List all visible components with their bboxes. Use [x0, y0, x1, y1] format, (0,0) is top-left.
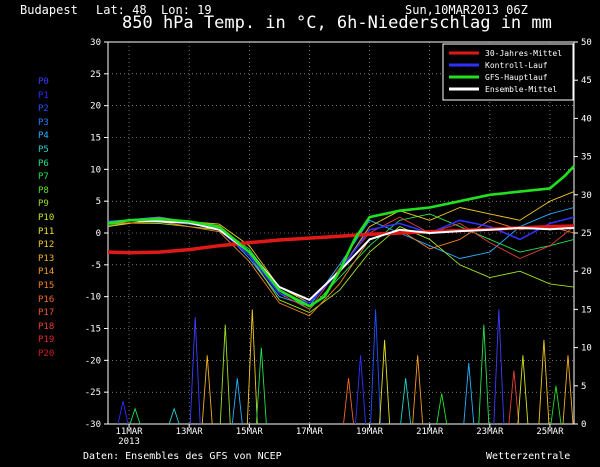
precip-spike	[538, 339, 550, 425]
member-label-p0: P0	[38, 77, 49, 87]
precip-spike	[508, 370, 520, 425]
precip-spike	[379, 339, 391, 425]
member-label-p2: P2	[38, 104, 49, 115]
member-label-p14: P14	[38, 267, 55, 278]
y-right-tick-label: 50	[581, 38, 592, 48]
precip-spike	[478, 324, 490, 425]
y-right-tick-label: 10	[581, 344, 592, 354]
y-left-tick-label: 20	[90, 102, 101, 112]
precip-spike	[562, 355, 574, 425]
precip-spike	[370, 309, 382, 425]
precip-spike	[246, 309, 258, 425]
y-right-tick-label: 45	[581, 76, 592, 86]
legend-label: 30-Jahres-Mittel	[485, 49, 562, 58]
member-label-p4: P4	[38, 131, 49, 142]
y-right-tick-label: 20	[581, 267, 592, 277]
precip-spike	[189, 317, 201, 425]
member-label-p5: P5	[38, 145, 49, 155]
y-left-tick-label: -15	[85, 325, 101, 335]
x-tick-label: 19MAR	[356, 427, 384, 437]
y-left-tick-label: 0	[96, 229, 101, 239]
x-tick-label: 17MAR	[296, 427, 324, 437]
y-right-tick-label: 0	[581, 420, 586, 430]
precip-spike	[463, 362, 475, 425]
precip-spike	[355, 355, 366, 425]
precip-spike	[412, 355, 424, 425]
member-label-p19: P19	[38, 335, 55, 346]
member-label-p6: P6	[38, 158, 49, 169]
member-label-p20: P20	[38, 349, 55, 359]
y-left-tick-label: -25	[85, 388, 101, 398]
x-tick-label: 23MAR	[476, 427, 504, 437]
series-line-p12	[107, 191, 575, 304]
y-left-tick-label: 25	[90, 70, 101, 80]
precip-spike	[255, 347, 267, 425]
x-tick-year-label: 2013	[118, 437, 140, 447]
series-line-gfs-hauptlauf	[107, 165, 575, 308]
location-name: Budapest	[20, 3, 78, 17]
y-right-tick-label: 40	[581, 114, 592, 124]
member-label-p9: P9	[38, 199, 49, 210]
precip-spike	[168, 407, 180, 425]
precip-spike	[517, 355, 529, 425]
y-left-tick-label: -30	[85, 420, 101, 430]
legend-label: Ensemble-Mittel	[485, 85, 557, 94]
member-label-p11: P11	[38, 226, 55, 237]
y-left-tick-label: 10	[90, 165, 101, 175]
precip-spike	[129, 407, 141, 425]
legend-label: Kontroll-Lauf	[485, 61, 548, 70]
y-right-tick-label: 15	[581, 305, 592, 315]
member-label-p12: P12	[38, 240, 55, 251]
x-tick-label: 13MAR	[176, 427, 204, 437]
y-left-tick-label: -10	[85, 293, 101, 303]
series-line-30-jahres-mittel	[107, 224, 575, 255]
x-tick-label: 15MAR	[236, 427, 264, 437]
precip-spike	[400, 378, 412, 425]
precip-spike	[493, 309, 505, 425]
y-left-tick-label: 15	[90, 134, 101, 144]
y-left-tick-label: -5	[90, 261, 101, 271]
member-label-p15: P15	[38, 281, 55, 291]
precip-spike	[343, 378, 354, 425]
precip-spike	[550, 385, 562, 425]
member-label-p8: P8	[38, 185, 49, 196]
brand-label: Wetterzentrale	[486, 451, 571, 462]
data-source: Daten: Ensembles des GFS von NCEP	[83, 451, 282, 462]
precip-spike	[117, 400, 129, 425]
member-label-p3: P3	[38, 117, 49, 128]
lat-lon: Lat: 48 Lon: 19	[96, 3, 212, 17]
precip-spike	[219, 324, 231, 425]
x-tick-label: 11MAR	[115, 427, 143, 437]
member-label-p1: P1	[38, 90, 49, 101]
member-label-p10: P10	[38, 213, 55, 223]
y-right-tick-label: 30	[581, 191, 592, 201]
x-tick-label: 21MAR	[416, 427, 444, 437]
member-label-p16: P16	[38, 294, 55, 305]
member-label-p13: P13	[38, 253, 55, 264]
y-right-tick-label: 5	[581, 382, 586, 392]
y-right-tick-label: 35	[581, 153, 592, 163]
precip-spike	[201, 355, 213, 425]
y-left-tick-label: -20	[85, 356, 101, 366]
y-left-tick-label: 5	[96, 197, 101, 207]
y-left-tick-label: 30	[90, 38, 101, 48]
member-label-p17: P17	[38, 308, 55, 319]
member-label-p18: P18	[38, 321, 55, 332]
x-tick-label: 25MAR	[536, 427, 564, 437]
run-time: Sun,10MAR2013 06Z	[405, 3, 528, 17]
precip-spike	[231, 378, 243, 425]
member-label-p7: P7	[38, 172, 49, 183]
chart-title: 850 hPa Temp. in °C, 6h-Niederschlag in …	[122, 13, 552, 33]
y-right-tick-label: 25	[581, 229, 592, 239]
legend-label: GFS-Hauptlauf	[485, 73, 548, 82]
precip-spike	[436, 393, 448, 425]
